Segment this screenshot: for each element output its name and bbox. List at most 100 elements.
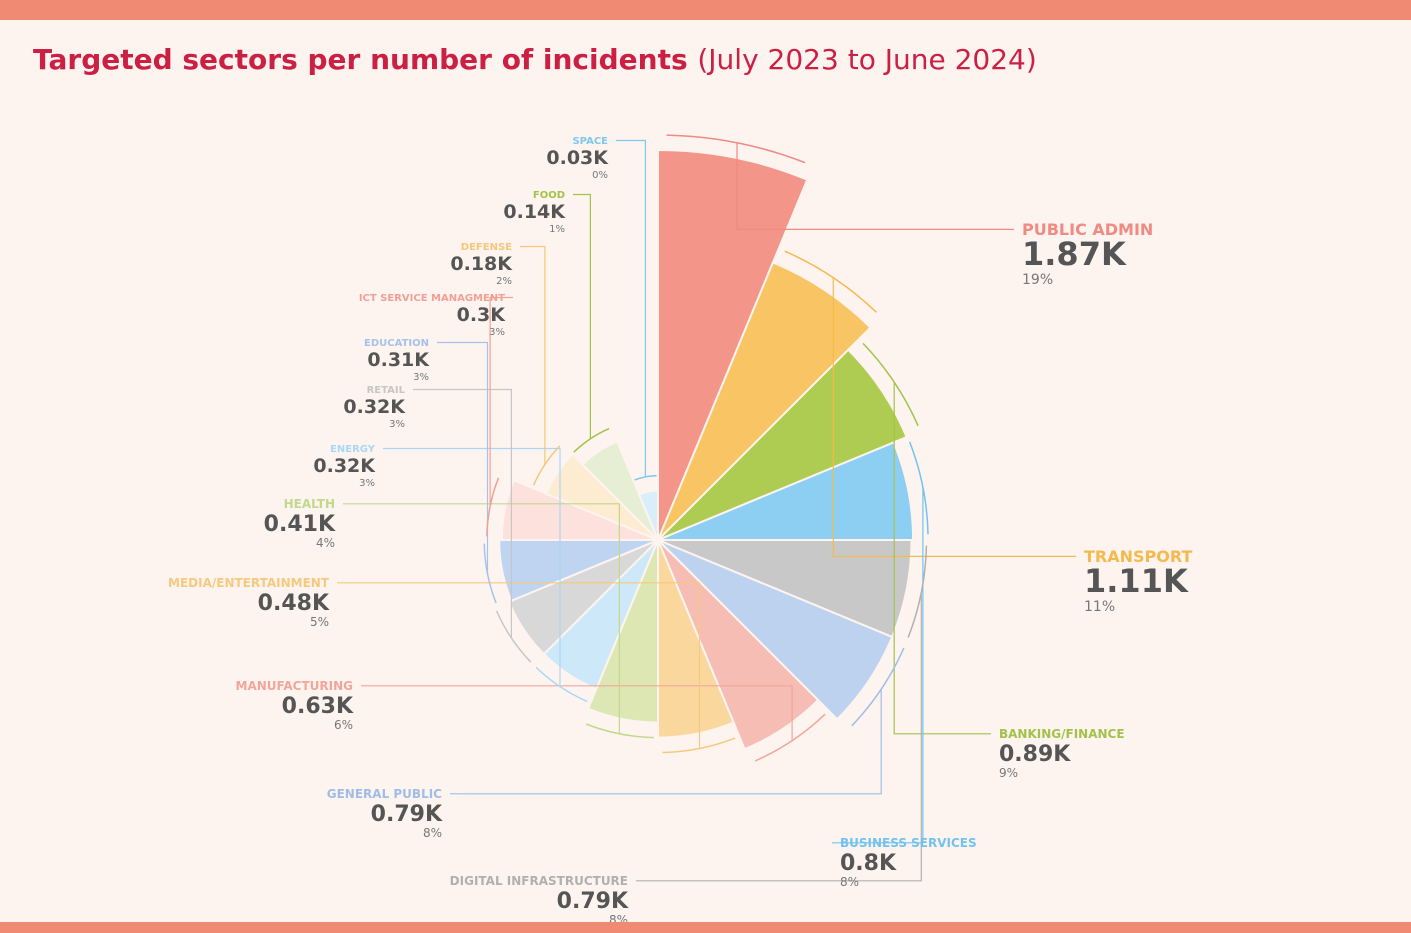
slice-value-health: 0.41K [264,512,336,537]
slice-percent-public-admin: 19% [1022,272,1053,288]
slice-name-retail: RETAIL [367,385,406,396]
slice-percent-general-public: 8% [423,826,442,840]
guide-arc-digital-infrastructure [907,545,928,638]
slice-value-education: 0.31K [367,349,430,371]
slice-name-food: FOOD [533,190,565,201]
leader-line-space [616,139,647,477]
slice-transport: TRANSPORT: 1.11K [657,261,872,541]
slice-percent-ict-service-managment: 3% [489,327,505,338]
guide-arc-energy [535,666,588,703]
leader-line-public-admin [736,142,1014,230]
slice-name-digital-infrastructure: DIGITAL INFRASTRUCTURE [450,874,628,888]
slice-value-banking-finance: 0.89K [999,742,1071,767]
leader-line-manufacturing [361,685,793,741]
chart-title: Targeted sectors per number of incidents… [33,40,1037,80]
slice-percent-education: 3% [413,372,429,383]
slice-banking-finance: BANKING/FINANCE: 0.89K [657,348,908,541]
slice-name-business-services: BUSINESS SERVICES [840,836,977,850]
slice-percent-transport: 11% [1084,599,1115,615]
guide-arc-health [585,723,654,739]
slice-value-digital-infrastructure: 0.79K [557,889,629,914]
slice-percent-space: 0% [592,170,608,181]
leader-line-energy [383,447,561,687]
leader-line-health [343,503,621,734]
slice-value-transport: 1.11K [1084,562,1189,600]
slice-name-health: HEALTH [284,497,335,511]
leader-line-media-entertainment [337,582,701,749]
leader-line-defense [520,245,546,465]
slice-value-media-entertainment: 0.48K [258,591,330,616]
slice-food: FOOD: 0.14K [581,440,659,541]
slice-percent-business-services: 8% [840,875,859,889]
slice-name-general-public: GENERAL PUBLIC [327,787,442,801]
leader-line-ict-service-managment [489,296,513,507]
slice-value-business-services: 0.8K [840,851,897,876]
slice-percent-health: 4% [316,536,335,550]
slice-name-defense: DEFENSE [461,242,512,253]
chart-title-period: (July 2023 to June 2024) [697,43,1037,76]
slice-name-media-entertainment: MEDIA/ENTERTAINMENT [168,576,330,590]
slice-value-space: 0.03K [546,147,609,169]
slice-value-ict-service-managment: 0.3K [457,304,507,326]
leader-line-retail [413,388,512,638]
slice-name-education: EDUCATION [364,338,429,349]
slice-general-public: GENERAL PUBLIC: 0.79K [657,539,894,721]
leader-line-banking-finance [893,382,991,735]
guide-arc-ict-service-managment [486,477,500,537]
guide-arc-defense [532,445,561,486]
slice-name-banking-finance: BANKING/FINANCE [999,727,1125,741]
slice-percent-food: 1% [549,224,565,235]
slice-public-admin: PUBLIC ADMIN: 1.87K [657,148,809,541]
leader-line-digital-infrastructure [636,592,922,882]
slice-percent-media-entertainment: 5% [310,615,329,629]
slice-name-energy: ENERGY [330,444,376,455]
leader-line-transport [832,277,1076,558]
slice-manufacturing: MANUFACTURING: 0.63K [657,539,820,751]
guide-arc-food [573,427,610,453]
slice-value-energy: 0.32K [313,455,376,477]
slice-retail: RETAIL: 0.32K [507,539,659,656]
guide-arc-education [483,543,497,604]
chart-title-main: Targeted sectors per number of incidents [33,43,688,76]
slice-name-ict-service-managment: ICT SERVICE MANAGMENT [359,293,505,304]
slice-value-manufacturing: 0.63K [282,694,354,719]
leader-line-business-services [832,487,924,844]
slice-value-defense: 0.18K [450,253,513,275]
slices-group: PUBLIC ADMIN: 1.87KTRANSPORT: 1.11KBANKI… [498,148,915,751]
slice-defense: DEFENSE: 0.18K [544,453,659,541]
slice-name-manufacturing: MANUFACTURING [236,679,353,693]
slice-name-space: SPACE [572,136,608,147]
slice-percent-manufacturing: 6% [334,718,353,732]
slice-value-public-admin: 1.87K [1022,235,1127,273]
slice-percent-banking-finance: 9% [999,766,1018,780]
guide-arc-general-public [851,647,905,727]
slice-percent-energy: 3% [359,478,375,489]
slice-value-food: 0.14K [503,201,566,223]
slice-space: SPACE: 0.03K [637,489,659,541]
guide-arc-media-entertainment [662,737,736,754]
top-band [0,0,1411,20]
guide-arc-space [634,474,657,481]
guide-arcs-group [337,134,1076,882]
slice-value-general-public: 0.79K [371,802,443,827]
slice-media-entertainment: MEDIA/ENTERTAINMENT: 0.48K [657,539,735,739]
slice-name-public-admin: PUBLIC ADMIN [1022,220,1153,239]
leader-line-education [437,341,489,574]
leader-line-food [573,193,592,439]
guide-arc-transport [784,250,877,313]
slice-health: HEALTH: 0.41K [586,539,659,724]
